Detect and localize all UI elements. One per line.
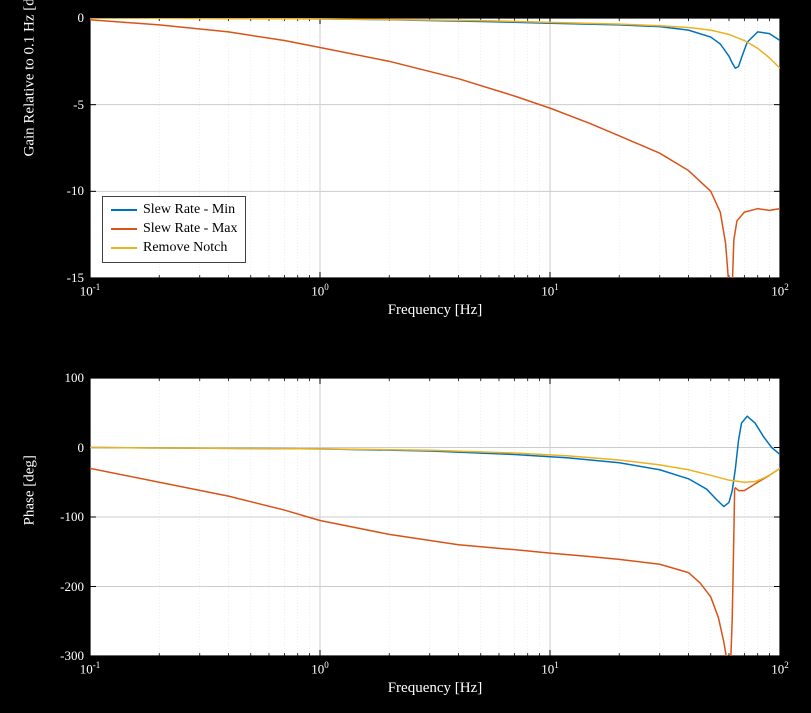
x-tick-label: 102 [760, 282, 800, 299]
series-line [90, 468, 780, 656]
legend-line-icon [111, 228, 137, 230]
y-tick-label: -200 [34, 579, 84, 595]
series-line [90, 448, 780, 483]
legend-label: Slew Rate - Max [143, 220, 237, 239]
y-tick-label: 100 [34, 370, 84, 386]
x-tick-label: 10-1 [70, 660, 110, 677]
x-axis-label: Frequency [Hz] [90, 302, 780, 319]
x-axis-label: Frequency [Hz] [90, 680, 780, 697]
x-tick-label: 10-1 [70, 282, 110, 299]
legend-line-icon [111, 209, 137, 211]
y-tick-label: 0 [34, 10, 84, 26]
y-tick-label: -5 [34, 97, 84, 113]
x-tick-label: 102 [760, 660, 800, 677]
y-tick-label: -100 [34, 509, 84, 525]
legend: Slew Rate - MinSlew Rate - MaxRemove Not… [102, 196, 246, 263]
series-line [90, 18, 780, 68]
legend-item: Slew Rate - Max [111, 220, 237, 239]
plot-area [90, 378, 780, 656]
series-line [90, 416, 780, 506]
legend-item: Remove Notch [111, 239, 237, 258]
legend-label: Slew Rate - Min [143, 201, 235, 220]
legend-item: Slew Rate - Min [111, 201, 237, 220]
legend-label: Remove Notch [143, 239, 227, 258]
y-axis-label: Phase [deg] [22, 506, 39, 526]
series-line [90, 18, 780, 68]
x-tick-label: 101 [530, 282, 570, 299]
y-tick-label: -10 [34, 183, 84, 199]
x-tick-label: 100 [300, 660, 340, 677]
y-tick-label: 0 [34, 440, 84, 456]
x-tick-label: 100 [300, 282, 340, 299]
y-axis-label: Gain Relative to 0.1 Hz [dB] [22, 137, 39, 157]
x-tick-label: 101 [530, 660, 570, 677]
legend-line-icon [111, 247, 137, 249]
